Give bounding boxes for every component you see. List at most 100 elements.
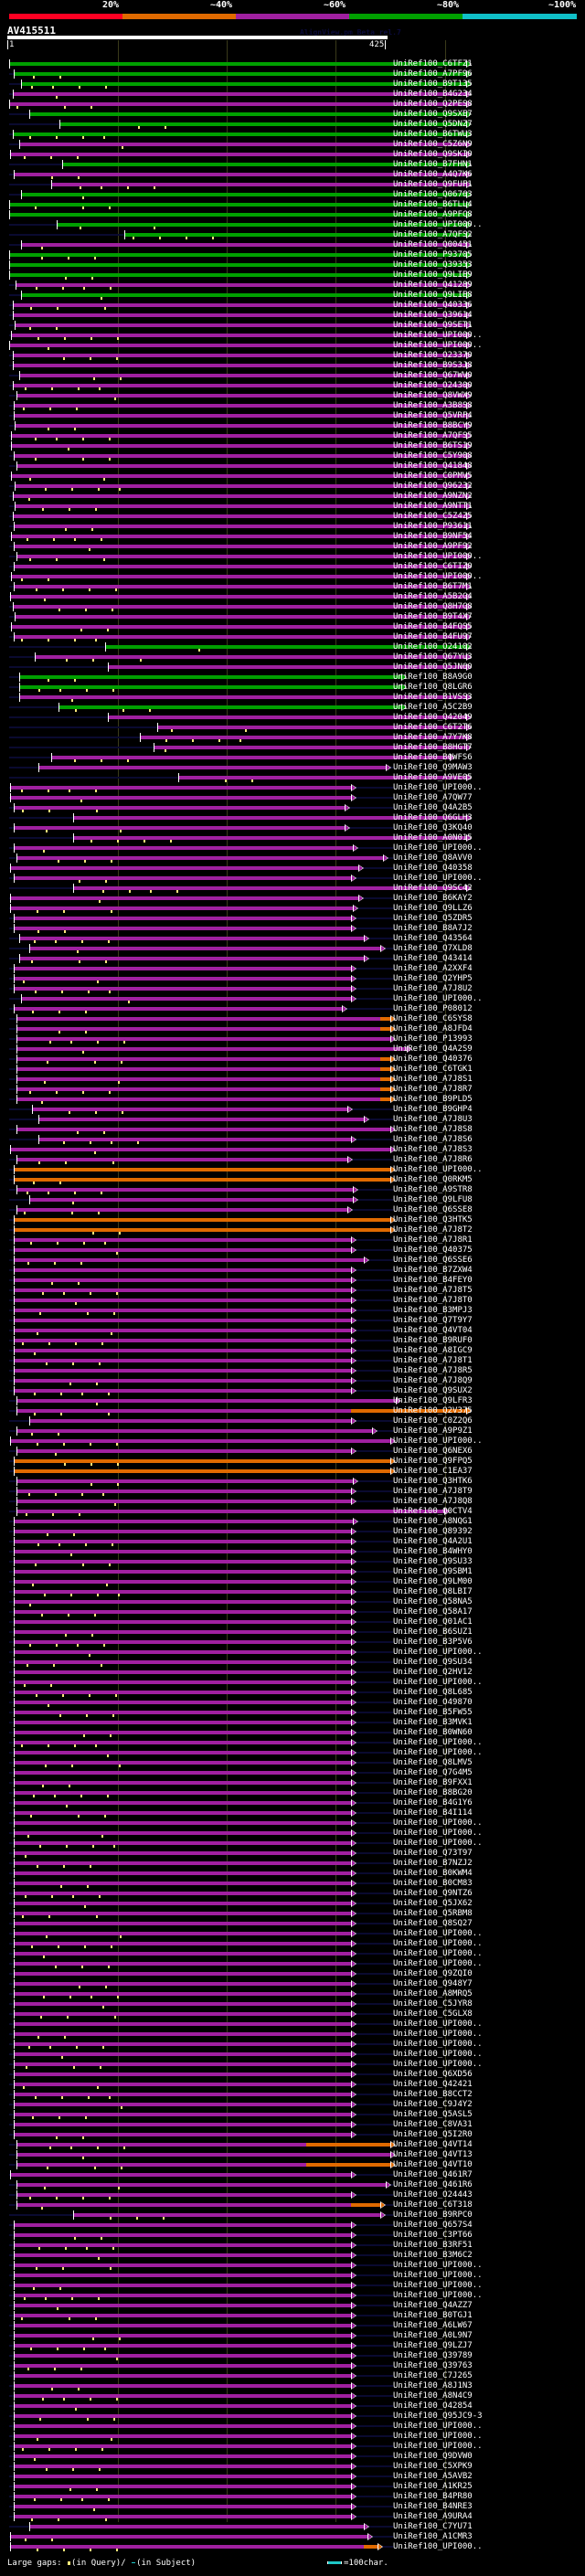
alignment-row[interactable]: UniRef100_C9J4Y2: [0, 2100, 585, 2110]
hit-bar[interactable]: [13, 1841, 351, 1845]
hit-label[interactable]: UniRef100_Q4AZZ7: [393, 2301, 473, 2310]
alignment-row[interactable]: UniRef100_UPI000..: [0, 2432, 585, 2442]
hit-bar[interactable]: [18, 695, 466, 699]
hit-label[interactable]: UniRef100_A7J8U3: [393, 1115, 473, 1124]
hit-bar[interactable]: [16, 1449, 351, 1453]
alignment-row[interactable]: UniRef100_O24443: [0, 2190, 585, 2200]
hit-label[interactable]: UniRef100_B6TWU3: [393, 130, 473, 139]
hit-label[interactable]: UniRef100_UPI000..: [393, 2030, 483, 2039]
hit-label[interactable]: UniRef100_B9S3J8: [393, 361, 473, 370]
alignment-row[interactable]: UniRef100_Q40358: [0, 864, 585, 874]
hit-label[interactable]: UniRef100_B3MVK1: [393, 1718, 473, 1727]
hit-bar[interactable]: [18, 675, 402, 679]
alignment-row[interactable]: UniRef100_B4G234: [0, 90, 585, 100]
hit-label[interactable]: UniRef100_UPI000..: [393, 2040, 483, 2049]
alignment-row[interactable]: UniRef100_UPI000..: [0, 1648, 585, 1658]
hit-bar[interactable]: [13, 1359, 351, 1362]
alignment-row[interactable]: UniRef100_Q01AC1: [0, 1617, 585, 1627]
hit-bar[interactable]: [16, 1027, 380, 1031]
hit-bar[interactable]: [13, 1178, 391, 1182]
hit-bar[interactable]: [13, 1851, 351, 1855]
hit-bar[interactable]: [13, 1610, 351, 1614]
alignment-row[interactable]: UniRef100_Q8AVV0: [0, 853, 585, 864]
alignment-row[interactable]: UniRef100_Q657S4: [0, 2221, 585, 2231]
hit-bar[interactable]: [13, 414, 466, 418]
hit-label[interactable]: UniRef100_UPI000..: [393, 1939, 483, 1948]
hit-bar[interactable]: [13, 1670, 351, 1674]
alignment-row[interactable]: UniRef100_B9GHP4: [0, 1105, 585, 1115]
hit-extension-bar[interactable]: [363, 2545, 378, 2549]
alignment-row[interactable]: UniRef100_Q2PES8: [0, 100, 585, 110]
alignment-row[interactable]: UniRef100_A7J8R7: [0, 1085, 585, 1095]
hit-label[interactable]: UniRef100_A7J8R5: [393, 1366, 473, 1375]
hit-label[interactable]: UniRef100_Q5DNZ7: [393, 120, 473, 129]
alignment-row[interactable]: UniRef100_B4FU97: [0, 632, 585, 642]
hit-bar[interactable]: [35, 655, 466, 659]
alignment-row[interactable]: UniRef100_Q4A2S9: [0, 1044, 585, 1055]
hit-label[interactable]: UniRef100_A7PF96: [393, 69, 473, 79]
alignment-row[interactable]: UniRef100_Q95JC9-3: [0, 2412, 585, 2422]
hit-bar[interactable]: [156, 726, 466, 729]
hit-bar[interactable]: [13, 1751, 351, 1754]
hit-label[interactable]: UniRef100_A0L9N7: [393, 2331, 473, 2340]
hit-label[interactable]: UniRef100_Q9NTZ6: [393, 1889, 473, 1898]
hit-bar[interactable]: [13, 1218, 391, 1222]
hit-label[interactable]: UniRef100_A7Y7K8: [393, 733, 473, 742]
alignment-row[interactable]: UniRef100_Q5JN60: [0, 663, 585, 673]
hit-label[interactable]: UniRef100_A7J8R1: [393, 1235, 473, 1245]
alignment-row[interactable]: UniRef100_Q00451: [0, 240, 585, 250]
hit-bar[interactable]: [11, 474, 466, 478]
hit-label[interactable]: UniRef100_Q39614: [393, 311, 473, 320]
hit-label[interactable]: UniRef100_UPI000..: [393, 1165, 483, 1174]
hit-label[interactable]: UniRef100_C0PMV5: [393, 472, 473, 481]
alignment-row[interactable]: UniRef100_B9T4X7: [0, 612, 585, 622]
hit-label[interactable]: UniRef100_B9T4X7: [393, 612, 473, 621]
hit-label[interactable]: UniRef100_C5JYR8: [393, 1999, 473, 2009]
alignment-row[interactable]: UniRef100_A7J8T5: [0, 1286, 585, 1296]
hit-label[interactable]: UniRef100_Q9MAW3: [393, 763, 473, 772]
hit-bar[interactable]: [29, 1419, 351, 1423]
alignment-row[interactable]: UniRef100_Q8LBI7: [0, 1587, 585, 1597]
hit-bar[interactable]: [13, 1801, 351, 1805]
alignment-row[interactable]: UniRef100_B4FEY0: [0, 1276, 585, 1286]
hit-bar[interactable]: [13, 2032, 351, 2036]
hit-label[interactable]: UniRef100_UPI000..: [393, 2542, 483, 2551]
alignment-row[interactable]: UniRef100_Q9SET1: [0, 321, 585, 331]
hit-bar[interactable]: [13, 1791, 351, 1795]
hit-bar[interactable]: [72, 836, 466, 840]
alignment-row[interactable]: UniRef100_Q6GLH3: [0, 813, 585, 823]
hit-label[interactable]: UniRef100_Q58NA5: [393, 1597, 473, 1606]
alignment-row[interactable]: UniRef100_B8BG20: [0, 1788, 585, 1798]
hit-bar[interactable]: [13, 987, 351, 991]
hit-bar[interactable]: [10, 2173, 351, 2177]
hit-bar[interactable]: [61, 163, 466, 166]
alignment-row[interactable]: UniRef100_O42854: [0, 2401, 585, 2412]
alignment-row[interactable]: UniRef100_Q9SBM1: [0, 1567, 585, 1577]
hit-bar[interactable]: [16, 1017, 380, 1021]
hit-label[interactable]: UniRef100_B0CM83: [393, 1879, 473, 1888]
hit-bar[interactable]: [13, 1741, 351, 1744]
hit-bar[interactable]: [13, 2475, 351, 2478]
hit-label[interactable]: UniRef100_B6KAY2: [393, 894, 473, 903]
alignment-row[interactable]: UniRef100_C6TGK1: [0, 1065, 585, 1075]
hit-label[interactable]: UniRef100_O42854: [393, 2401, 473, 2411]
hit-label[interactable]: UniRef100_Q6SSE8: [393, 1205, 473, 1214]
alignment-row[interactable]: UniRef100_B6T7M1: [0, 582, 585, 592]
alignment-row[interactable]: UniRef100_Q9LIE8: [0, 291, 585, 301]
hit-bar[interactable]: [13, 2253, 351, 2257]
hit-label[interactable]: UniRef100_Q5ASL5: [393, 2110, 473, 2119]
hit-bar[interactable]: [13, 1711, 351, 1714]
hit-label[interactable]: UniRef100_Q41848: [393, 461, 473, 471]
hit-bar[interactable]: [29, 1198, 354, 1202]
hit-label[interactable]: UniRef100_Q4VT14: [393, 2140, 473, 2149]
hit-label[interactable]: UniRef100_B4G1Y6: [393, 1798, 473, 1807]
hit-label[interactable]: UniRef100_B3P5V6: [393, 1638, 473, 1647]
alignment-row[interactable]: UniRef100_Q9MAW3: [0, 763, 585, 773]
hit-bar[interactable]: [13, 1992, 351, 1996]
hit-bar[interactable]: [10, 1148, 391, 1151]
alignment-row[interactable]: UniRef100_Q9ZQI0: [0, 1969, 585, 1979]
hit-label[interactable]: UniRef100_Q461R7: [393, 2170, 473, 2179]
hit-label[interactable]: UniRef100_B6T7M1: [393, 582, 473, 591]
hit-bar[interactable]: [9, 253, 466, 257]
alignment-row[interactable]: UniRef100_B3M6C2: [0, 2251, 585, 2261]
